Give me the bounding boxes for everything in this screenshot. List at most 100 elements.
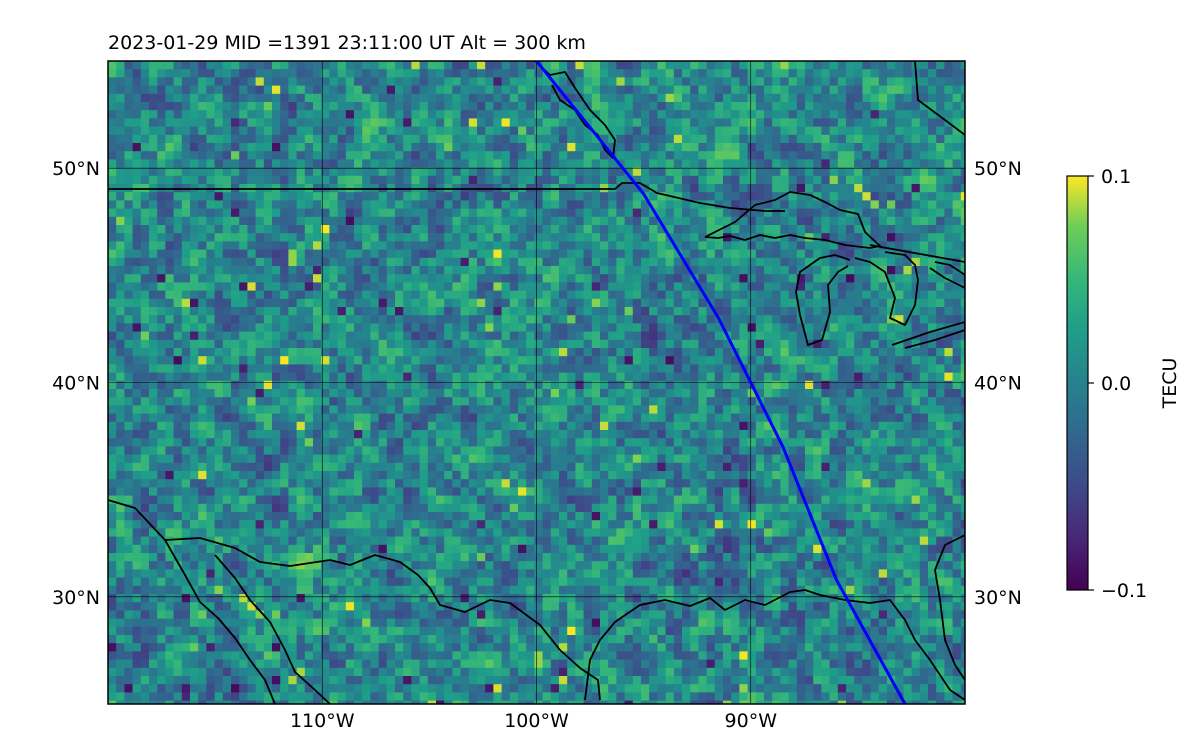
tec-cell xyxy=(493,430,502,439)
tec-cell xyxy=(132,282,142,291)
tec-cell xyxy=(518,421,527,431)
tec-cell xyxy=(706,93,716,103)
tec-cell xyxy=(788,421,798,431)
tec-cell xyxy=(403,61,412,70)
tec-cell xyxy=(247,307,256,316)
tec-cell xyxy=(501,143,511,152)
tec-cell xyxy=(952,216,962,226)
tec-cell xyxy=(395,85,404,95)
tec-cell xyxy=(116,167,125,177)
tec-cell xyxy=(321,405,330,414)
tec-cell xyxy=(887,249,896,259)
tec-cell xyxy=(854,413,863,423)
tec-cell xyxy=(444,266,453,275)
tec-cell xyxy=(321,421,330,431)
tec-cell xyxy=(944,93,953,103)
tec-cell xyxy=(600,102,609,111)
tec-cell xyxy=(485,339,494,349)
tec-cell xyxy=(149,225,158,234)
tec-cell xyxy=(157,290,166,300)
tec-cell xyxy=(477,216,486,226)
tec-cell xyxy=(378,85,388,95)
tec-cell xyxy=(575,249,584,259)
tec-cell xyxy=(362,241,371,250)
tec-cell xyxy=(370,208,379,218)
tec-cell xyxy=(837,118,847,127)
tec-cell xyxy=(427,389,437,398)
tec-cell xyxy=(247,102,256,111)
tec-cell xyxy=(419,331,429,341)
tec-cell xyxy=(108,93,117,103)
tec-cell xyxy=(173,93,183,103)
tec-cell xyxy=(542,348,552,357)
tec-cell xyxy=(788,77,798,86)
tec-cell xyxy=(739,85,748,95)
tec-cell xyxy=(198,364,207,373)
tec-cell xyxy=(788,405,798,414)
tec-cell xyxy=(436,151,445,160)
tec-cell xyxy=(165,438,174,447)
tec-cell xyxy=(509,233,519,242)
tec-cell xyxy=(567,192,576,201)
tec-cell xyxy=(575,167,584,177)
tec-cell xyxy=(149,126,158,136)
tec-cell xyxy=(854,430,863,439)
tec-cell xyxy=(206,143,215,152)
tec-cell xyxy=(591,151,601,160)
tec-cell xyxy=(550,216,560,226)
tec-cell xyxy=(944,348,953,357)
tec-cell xyxy=(263,93,273,103)
tec-cell xyxy=(485,200,494,209)
tec-cell xyxy=(296,151,306,160)
tec-cell xyxy=(173,167,183,177)
tec-cell xyxy=(813,257,822,267)
tec-cell xyxy=(911,430,921,439)
tec-cell xyxy=(108,438,117,447)
tec-cell xyxy=(731,151,740,160)
tec-cell xyxy=(821,372,830,382)
tec-cell xyxy=(846,315,855,324)
tec-cell xyxy=(764,216,773,226)
tec-cell xyxy=(436,348,445,357)
tec-cell xyxy=(526,85,535,95)
tec-cell xyxy=(780,167,789,177)
tec-cell xyxy=(485,134,494,144)
tec-cell xyxy=(870,356,880,365)
tec-cell xyxy=(682,134,691,144)
tec-cell xyxy=(296,315,306,324)
tec-cell xyxy=(493,77,502,86)
tec-cell xyxy=(263,389,273,398)
tec-cell xyxy=(296,257,306,267)
tec-cell xyxy=(108,323,117,332)
tec-cell xyxy=(354,143,363,152)
tec-cell xyxy=(132,61,142,70)
tec-cell xyxy=(534,290,543,300)
tec-cell xyxy=(542,331,552,341)
tec-cell xyxy=(895,380,904,390)
tec-cell xyxy=(411,331,420,341)
tec-cell xyxy=(108,405,117,414)
tec-cell xyxy=(878,233,888,242)
tec-cell xyxy=(641,241,650,250)
tec-cell xyxy=(460,167,470,177)
tec-cell xyxy=(780,323,789,332)
tec-cell xyxy=(313,77,322,86)
tec-cell xyxy=(591,241,601,250)
tec-cell xyxy=(370,159,379,168)
tec-cell xyxy=(181,233,191,242)
tec-cell xyxy=(649,134,658,144)
tec-cell xyxy=(140,233,150,242)
tec-cell xyxy=(206,372,215,382)
tec-cell xyxy=(354,315,363,324)
tec-cell xyxy=(542,249,552,259)
tec-cell xyxy=(436,175,445,185)
tec-cell xyxy=(247,446,256,455)
tec-cell xyxy=(345,61,355,70)
tec-cell xyxy=(870,208,880,218)
tec-cell xyxy=(854,151,863,160)
tec-cell xyxy=(567,175,576,185)
tec-cell xyxy=(477,356,486,365)
tec-cell xyxy=(190,126,199,136)
tec-cell xyxy=(731,315,740,324)
tec-cell xyxy=(354,85,363,95)
